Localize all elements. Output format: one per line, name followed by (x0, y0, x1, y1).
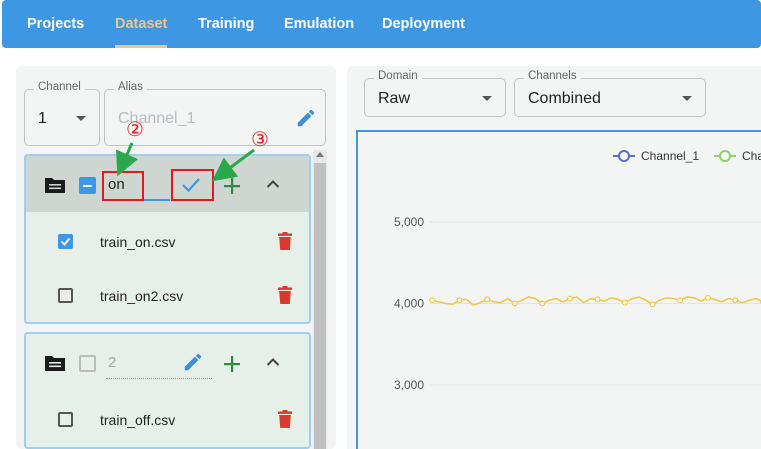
data-point (677, 297, 684, 304)
data-point (456, 297, 463, 304)
input-underline (106, 378, 212, 379)
file-group-1: on train_on.csv train_on2.csv (24, 154, 311, 324)
legend-marker[interactable] (719, 150, 731, 162)
trash-icon[interactable] (277, 232, 293, 251)
group-header (26, 156, 309, 212)
data-point (566, 295, 573, 302)
trash-icon[interactable] (277, 286, 293, 305)
file-checkbox[interactable] (58, 412, 73, 427)
domain-label: Domain (374, 70, 422, 82)
data-point (511, 300, 518, 307)
domain-value: Raw (378, 90, 411, 107)
data-point (732, 297, 739, 304)
annotation-box-confirm (171, 169, 214, 201)
channels-select[interactable]: Channels Combined (514, 70, 706, 117)
pencil-icon[interactable] (182, 351, 204, 373)
y-tick-label: 5,000 (394, 215, 424, 229)
folder-icon (45, 356, 65, 371)
data-point (539, 300, 546, 307)
domain-select[interactable]: Domain Raw (364, 70, 506, 117)
tab-deployment[interactable]: Deployment (382, 16, 465, 32)
y-tick-label: 4,000 (394, 297, 424, 311)
data-point (484, 296, 491, 303)
arrow-step-3 (211, 148, 255, 182)
add-icon[interactable] (223, 355, 241, 373)
chevron-down-icon (482, 96, 492, 101)
tab-projects[interactable]: Projects (27, 16, 85, 32)
add-icon[interactable] (223, 177, 241, 195)
file-checkbox[interactable] (58, 288, 73, 303)
active-tab-indicator (115, 45, 167, 48)
data-point (428, 297, 435, 304)
check-icon[interactable] (180, 176, 202, 194)
folder-icon (45, 178, 65, 193)
chevron-up-icon[interactable] (266, 357, 280, 367)
file-name: train_on.csv (100, 234, 176, 250)
pencil-icon[interactable] (295, 107, 317, 129)
group-name-input[interactable]: on (108, 176, 125, 193)
channel-select[interactable]: Channel 1 (24, 81, 100, 146)
annotation-step-2: ② (126, 117, 144, 141)
group-select-checkbox[interactable] (79, 177, 96, 194)
legend-marker[interactable] (618, 150, 630, 162)
chevron-down-icon (682, 96, 692, 101)
arrow-step-2 (116, 142, 139, 177)
trash-icon[interactable] (277, 410, 293, 429)
chevron-up-icon[interactable] (266, 179, 280, 189)
file-group-2: 2 train_off.csv (24, 332, 311, 449)
group-name-input[interactable]: 2 (108, 354, 117, 371)
file-name: train_off.csv (100, 412, 176, 428)
group-select-checkbox[interactable] (79, 355, 96, 372)
file-name: train_on2.csv (100, 288, 184, 304)
line-chart: 5,000 4,000 3,000 Channel_1 Cha (394, 149, 761, 392)
alias-label: Alias (114, 81, 147, 93)
scroll-up-arrow[interactable] (316, 152, 324, 157)
alias-placeholder: Channel_1 (118, 110, 196, 127)
tab-dataset[interactable]: Dataset (115, 16, 168, 32)
legend-label[interactable]: Channel_1 (641, 149, 699, 163)
annotation-step-3: ③ (251, 127, 269, 151)
file-checkbox[interactable] (58, 234, 73, 249)
checkmark-icon (60, 237, 71, 246)
data-point (622, 299, 629, 306)
scrollbar-thumb[interactable] (314, 163, 326, 449)
top-nav-bar: Projects Dataset Training Emulation Depl… (2, 0, 761, 48)
legend-label[interactable]: Cha (742, 149, 761, 163)
y-tick-label: 3,000 (394, 378, 424, 392)
chart-area: 5,000 4,000 3,000 Channel_1 Cha (356, 130, 761, 449)
data-point (649, 301, 656, 308)
alias-field[interactable]: Alias Channel_1 (104, 81, 326, 146)
data-point (704, 294, 711, 301)
channels-value: Combined (528, 90, 601, 107)
chevron-down-icon (76, 116, 86, 121)
tab-emulation[interactable]: Emulation (284, 16, 355, 32)
tab-training[interactable]: Training (198, 16, 255, 32)
channels-label: Channels (524, 70, 581, 82)
channel-value: 1 (38, 110, 47, 127)
data-point (594, 296, 601, 303)
channel-label: Channel (34, 81, 85, 93)
